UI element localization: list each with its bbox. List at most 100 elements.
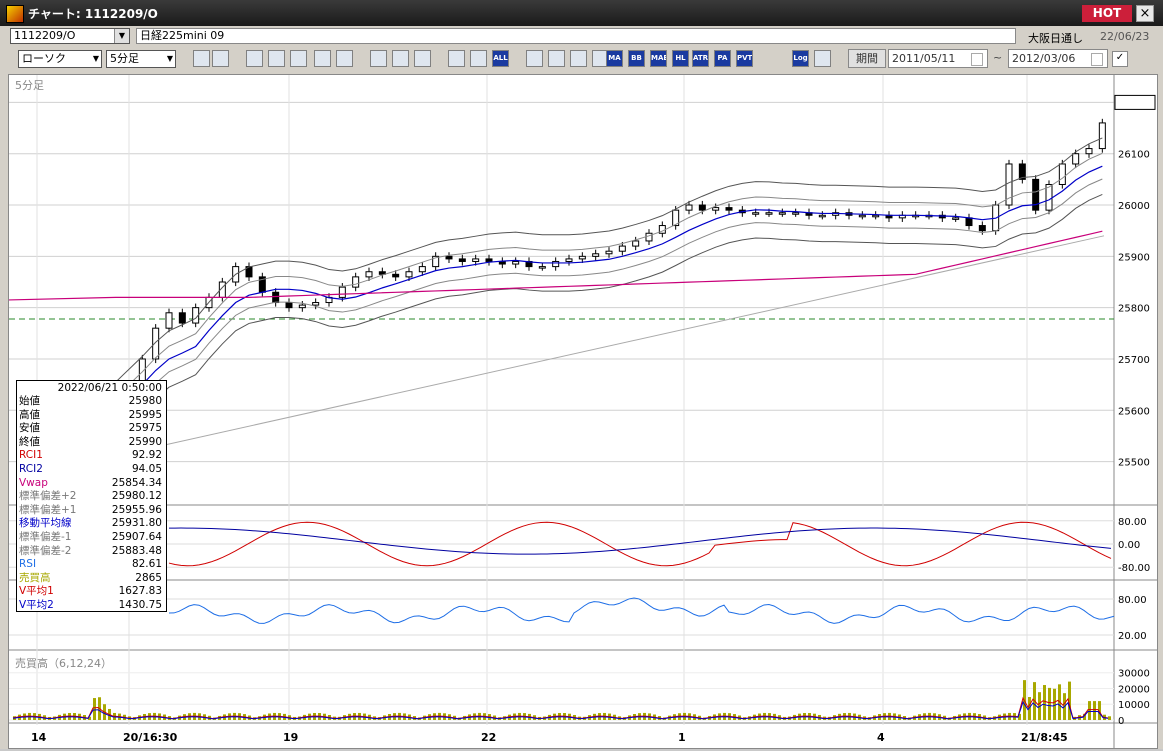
- apply-checkbox[interactable]: ✓: [1112, 51, 1128, 67]
- candle2-icon[interactable]: [470, 50, 487, 67]
- price-tick-label: 25600: [1118, 406, 1150, 417]
- trend-line: [158, 235, 1105, 447]
- interval-select[interactable]: 5分足 ▼: [106, 50, 176, 68]
- candle-body: [298, 304, 306, 309]
- from-date-value: 2011/05/11: [892, 52, 956, 65]
- title-bar: チャート: 1112209/O HOT ×: [0, 0, 1163, 26]
- chart-type-select[interactable]: ローソク ▼: [18, 50, 102, 68]
- brush-icon[interactable]: [548, 50, 565, 67]
- bollinger-upper1: [115, 152, 1103, 398]
- candle1-icon[interactable]: [448, 50, 465, 67]
- tool-hl-button[interactable]: HL: [672, 50, 689, 67]
- rsi-tick-label: 80.00: [1118, 595, 1147, 606]
- info-value: 25975: [128, 422, 162, 435]
- hot-button[interactable]: HOT: [1082, 5, 1132, 22]
- candle-body: [405, 271, 413, 278]
- candle-body: [432, 255, 440, 268]
- crosshair-icon[interactable]: [212, 50, 229, 67]
- instrument-name: 日経225mini 09: [136, 28, 1016, 44]
- info-panel: 2022/06/21 0:50:00 始値 25980 高値 25995 安値 25975…: [16, 380, 167, 612]
- price-tick-label: 26100: [1118, 150, 1150, 161]
- calendar-icon[interactable]: [971, 53, 983, 66]
- info-value: 25980: [128, 395, 162, 407]
- candle-body: [685, 204, 693, 211]
- undo-icon[interactable]: [414, 50, 431, 67]
- candle-body: [152, 327, 160, 360]
- candle-body: [338, 286, 346, 298]
- zoom-icon[interactable]: [193, 50, 210, 67]
- code-value: 1112209/O: [14, 29, 76, 42]
- tool-bb-button[interactable]: BB: [628, 50, 645, 67]
- calendar-icon[interactable]: [1091, 53, 1103, 66]
- price-tick-label: 25900: [1118, 252, 1150, 263]
- rci1-line: [168, 521, 1112, 567]
- candle-body: [752, 212, 760, 215]
- candle-body: [1018, 163, 1026, 180]
- search-chart-icon[interactable]: [268, 50, 285, 67]
- close-icon[interactable]: ×: [1136, 5, 1154, 22]
- candle-body: [1085, 148, 1093, 155]
- x-tick-label: 21/8:45: [1021, 731, 1068, 744]
- volume-tick-label: 0: [1118, 716, 1124, 727]
- tool-ma-button[interactable]: MA: [606, 50, 623, 67]
- candle-body: [605, 250, 613, 255]
- volume-bar: [1053, 688, 1056, 720]
- palette-icon[interactable]: [570, 50, 587, 67]
- period-button[interactable]: 期間: [848, 49, 886, 68]
- candle-body: [1072, 153, 1080, 165]
- candle-body: [592, 253, 600, 257]
- tool-pvt-button[interactable]: PVT: [736, 50, 753, 67]
- info-row: 安値 25975: [17, 422, 166, 436]
- chart-area[interactable]: 2620026100260002590025800257002560025500…: [8, 74, 1158, 749]
- info-value: 94.05: [131, 462, 162, 475]
- rci-tick-label: 80.00: [1118, 517, 1147, 528]
- grid-icon[interactable]: [290, 50, 307, 67]
- current-price-tag: [1114, 94, 1156, 110]
- candle-body: [512, 260, 520, 265]
- trend-icon[interactable]: [246, 50, 263, 67]
- info-value: 1430.75: [118, 598, 162, 611]
- app-icon: [6, 5, 24, 23]
- volume-bar: [1083, 713, 1086, 720]
- candle-body: [352, 276, 360, 288]
- candle-body: [552, 260, 560, 268]
- x-tick-label: 19: [283, 731, 298, 744]
- candle-body: [285, 302, 293, 309]
- volume-tick-label: 30000: [1118, 669, 1150, 680]
- price-pane: [9, 75, 1114, 505]
- export-icon[interactable]: [814, 50, 831, 67]
- chevron-down-icon[interactable]: ▼: [114, 29, 129, 43]
- chevron-down-icon[interactable]: ▼: [166, 54, 173, 63]
- chevron-down-icon[interactable]: ▼: [92, 54, 99, 63]
- volume-bar: [1088, 701, 1091, 720]
- tool-log-button[interactable]: Log: [792, 50, 809, 67]
- candle-body: [272, 291, 280, 304]
- chart-svg[interactable]: 2620026100260002590025800257002560025500…: [8, 75, 1157, 748]
- clear-icon[interactable]: [336, 50, 353, 67]
- tool-mae-button[interactable]: MAE: [650, 50, 667, 67]
- x-tick-label: 14: [31, 731, 47, 744]
- rci2-line: [168, 527, 1112, 555]
- volume-ma2-line: [12, 700, 1109, 720]
- info-label: 標準偏差+2: [19, 490, 77, 503]
- settings-icon[interactable]: [526, 50, 543, 67]
- x-tick-label: 1: [678, 731, 686, 744]
- tool-pa-button[interactable]: PA: [714, 50, 731, 67]
- from-date-field[interactable]: 2011/05/11: [888, 49, 988, 68]
- info-row: V平均2 1430.75: [17, 599, 166, 613]
- pen-icon[interactable]: [370, 50, 387, 67]
- cursor-icon[interactable]: [392, 50, 409, 67]
- candle-body: [672, 209, 680, 227]
- toolbar: ローソク ▼ 5分足 ▼ ALL MA BB MAE HL ATR PA PVT Log 期間 …: [0, 46, 1163, 72]
- tool-all-button[interactable]: ALL: [492, 50, 509, 67]
- code-input[interactable]: 1112209/O ▼: [10, 28, 130, 44]
- to-date-field[interactable]: 2012/03/06: [1008, 49, 1108, 68]
- candle-body: [578, 255, 586, 260]
- bar-icon[interactable]: [314, 50, 331, 67]
- volume-ma1-line: [12, 696, 1109, 720]
- tool-atr-button[interactable]: ATR: [692, 50, 709, 67]
- bollinger-lower1: [115, 178, 1103, 424]
- candle-body: [538, 266, 546, 269]
- main-pane-label: 5分足: [15, 79, 44, 92]
- candle-body: [458, 258, 466, 262]
